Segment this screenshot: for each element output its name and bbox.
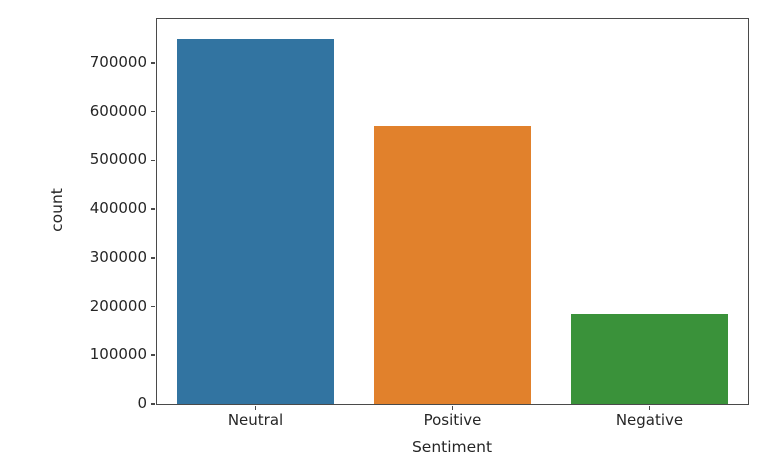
x-axis-tick-label-neutral: Neutral xyxy=(227,411,284,429)
plot-area: 0 100000 200000 300000 400000 500000 600000 700… xyxy=(90,18,749,428)
y-axis-tick-label: 500000 xyxy=(89,150,147,169)
y-axis-tick-label: 100000 xyxy=(89,345,147,364)
y-axis-tick-label: 0 xyxy=(137,394,147,413)
y-axis-tick-mark xyxy=(151,403,155,405)
y-axis-tick-mark xyxy=(151,305,155,308)
bar-neutral xyxy=(176,38,335,404)
y-axis-tick-label: 400000 xyxy=(89,199,147,218)
y-axis-tick-mark xyxy=(151,110,155,113)
x-axis-tick-mark xyxy=(451,406,454,410)
y-axis-tick-mark xyxy=(151,62,155,64)
y-axis-tick-label: 700000 xyxy=(89,53,147,72)
y-axis-tick-mark xyxy=(151,159,155,162)
y-axis-tick-mark xyxy=(151,256,155,259)
x-axis-tick-label-negative: Negative xyxy=(615,411,684,429)
y-axis-tick-mark xyxy=(151,354,155,357)
bar-positive xyxy=(373,126,532,404)
y-axis-label: count xyxy=(48,188,66,232)
x-axis-tick-label-positive: Positive xyxy=(423,411,482,429)
x-axis-label: Sentiment xyxy=(411,438,493,456)
y-axis-tick-label: 200000 xyxy=(89,296,147,315)
bar-negative xyxy=(570,313,729,404)
x-axis-tick-mark xyxy=(254,406,257,410)
y-axis-tick-mark xyxy=(151,208,155,210)
y-axis-tick-label: 300000 xyxy=(89,247,147,266)
x-axis-tick-mark xyxy=(648,406,651,410)
y-axis-tick-label: 600000 xyxy=(89,101,147,120)
